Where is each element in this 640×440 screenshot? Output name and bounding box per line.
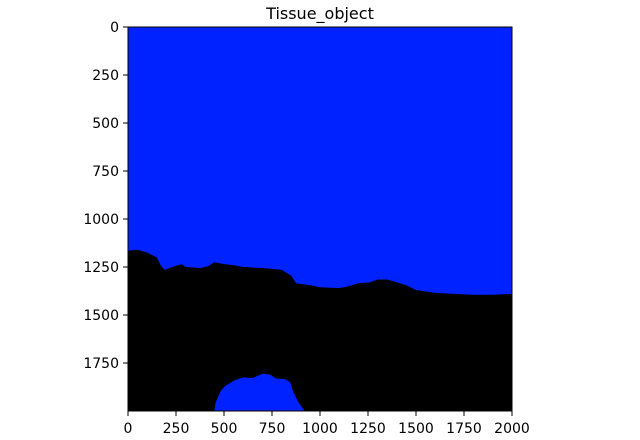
y-axis: 0 250 500 750 1000 1250 1500 1750	[83, 20, 128, 372]
x-tick-label: 1500	[398, 421, 434, 437]
x-tick-label: 0	[124, 421, 133, 437]
y-tick-label: 1500	[83, 308, 119, 324]
x-tick-label: 500	[211, 421, 238, 437]
y-tick-label: 1750	[83, 356, 119, 372]
background-region	[128, 27, 512, 295]
y-tick-label: 500	[92, 116, 119, 132]
x-tick-label: 1750	[446, 421, 482, 437]
y-tick-label: 1250	[83, 260, 119, 276]
x-tick-label: 1250	[350, 421, 386, 437]
background-pocket-region	[214, 373, 305, 411]
x-tick-label: 250	[163, 421, 190, 437]
x-axis: 0 250 500 750 1000 1250 1500 1750 2000	[124, 411, 530, 437]
x-tick-label: 1000	[302, 421, 338, 437]
y-tick-label: 0	[110, 20, 119, 36]
y-tick-label: 1000	[83, 212, 119, 228]
y-tick-label: 750	[92, 164, 119, 180]
y-tick-label: 250	[92, 68, 119, 84]
x-tick-label: 750	[259, 421, 286, 437]
chart-title: Tissue_object	[265, 4, 374, 24]
x-tick-label: 2000	[494, 421, 530, 437]
image-plot-area	[127, 26, 513, 412]
